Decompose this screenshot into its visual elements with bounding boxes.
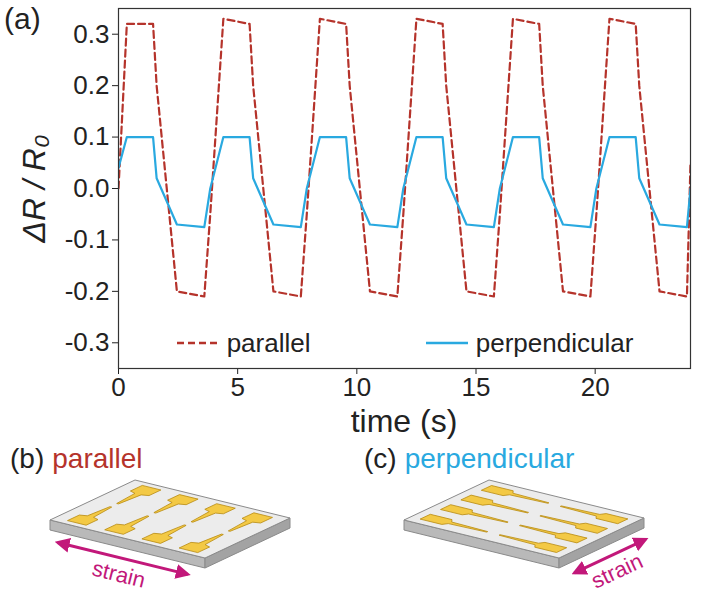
svg-text:10: 10	[342, 372, 371, 402]
svg-text:0.3: 0.3	[73, 19, 109, 49]
svg-text:-0.2: -0.2	[65, 276, 110, 306]
svg-text:(c)perpendicular: (c)perpendicular	[364, 443, 574, 474]
html-text:parallel: parallel	[226, 327, 311, 358]
svg-text:-0.3: -0.3	[65, 327, 110, 357]
svg-text:0.2: 0.2	[73, 70, 109, 100]
svg-text:ΔR / R₀: ΔR / R₀	[16, 135, 52, 244]
svg-text:0: 0	[111, 372, 125, 402]
svg-text:-0.1: -0.1	[65, 224, 110, 254]
svg-text:20: 20	[581, 372, 610, 402]
svg-text:0.1: 0.1	[73, 121, 109, 151]
html-text:time (s): time (s)	[350, 403, 458, 439]
svg-text:5: 5	[230, 372, 244, 402]
svg-text:0.0: 0.0	[73, 173, 109, 203]
html-text:(a): (a)	[4, 2, 41, 35]
svg-text:(b)parallel: (b)parallel	[10, 443, 143, 474]
html-text:perpendicular: perpendicular	[475, 327, 634, 358]
svg-text:strain: strain	[90, 556, 148, 593]
svg-text:strain: strain	[587, 548, 646, 594]
svg-text:15: 15	[462, 372, 491, 402]
